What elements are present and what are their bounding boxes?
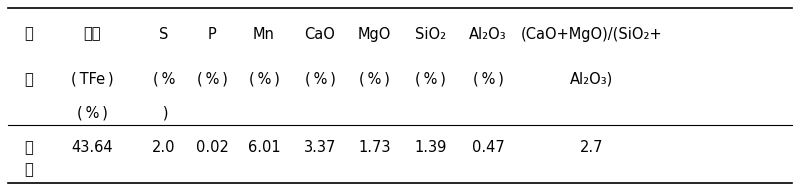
Text: ( TFe ): ( TFe ) (70, 72, 114, 87)
Text: Mn: Mn (253, 26, 275, 42)
Text: 2.0: 2.0 (152, 140, 176, 155)
Text: ( %: ( % (153, 72, 175, 87)
Text: Al₂O₃): Al₂O₃) (570, 72, 614, 87)
Text: 全铁: 全铁 (83, 26, 101, 42)
Text: 6.01: 6.01 (248, 140, 280, 155)
Text: 1.73: 1.73 (358, 140, 390, 155)
Text: ( % ): ( % ) (249, 72, 279, 87)
Text: (CaO+MgO)/(SiO₂+: (CaO+MgO)/(SiO₂+ (521, 26, 663, 42)
Text: 3.37: 3.37 (304, 140, 336, 155)
Text: MgO: MgO (358, 26, 391, 42)
Text: 2.7: 2.7 (580, 140, 604, 155)
Text: 0.02: 0.02 (195, 140, 229, 155)
Text: ( % ): ( % ) (415, 72, 446, 87)
Text: 43.64: 43.64 (71, 140, 113, 155)
Text: SiO₂: SiO₂ (415, 26, 446, 42)
Text: S: S (159, 26, 169, 42)
Text: P: P (208, 26, 216, 42)
Text: ): ) (160, 106, 168, 121)
Text: 目: 目 (24, 72, 33, 87)
Text: 矿: 矿 (24, 163, 33, 178)
Text: 0.47: 0.47 (472, 140, 504, 155)
Text: CaO: CaO (305, 26, 335, 42)
Text: Al₂O₃: Al₂O₃ (469, 26, 507, 42)
Text: ( % ): ( % ) (197, 72, 227, 87)
Text: 1.39: 1.39 (414, 140, 446, 155)
Text: ( % ): ( % ) (77, 106, 107, 121)
Text: 原: 原 (24, 140, 33, 155)
Text: ( % ): ( % ) (359, 72, 390, 87)
Text: ( % ): ( % ) (305, 72, 335, 87)
Text: 项: 项 (24, 26, 33, 42)
Text: ( % ): ( % ) (473, 72, 503, 87)
